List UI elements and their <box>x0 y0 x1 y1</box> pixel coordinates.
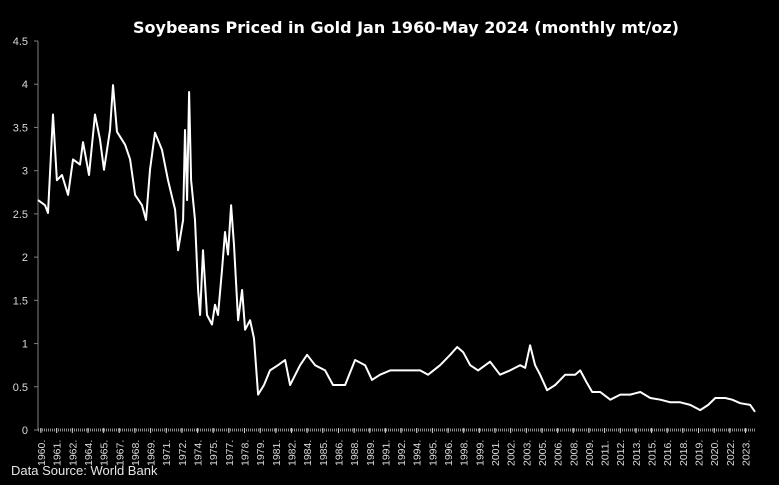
x-tick-label: 2008. <box>568 440 580 466</box>
y-tick-label: 4.5 <box>13 36 28 48</box>
y-tick-label: 0 <box>22 425 28 437</box>
x-tick-label: 1964. <box>83 440 95 466</box>
x-tick-label: 2006. <box>553 440 565 466</box>
x-tick-label: 1974. <box>193 440 205 466</box>
x-tick-label: 2012. <box>615 440 627 466</box>
x-tick-label: 1995. <box>427 440 439 466</box>
x-tick-label: 1985. <box>318 440 330 466</box>
x-tick-label: 2003. <box>521 440 533 466</box>
x-tick-label: 1981. <box>271 440 283 466</box>
data-source-note: Data Source: World Bank <box>11 463 158 478</box>
x-tick-label: 2022. <box>725 440 737 466</box>
x-tick-label: 2016. <box>662 440 674 466</box>
x-tick-label: 1960. <box>36 440 48 466</box>
x-tick-label: 1991. <box>380 440 392 466</box>
x-tick-label: 2019. <box>694 440 706 466</box>
x-tick-label: 1977. <box>224 440 236 466</box>
x-tick-label: 1988. <box>349 440 361 466</box>
x-tick-label: 1986. <box>333 440 345 466</box>
x-tick-label: 2015. <box>647 440 659 466</box>
x-tick-label: 2013. <box>631 440 643 466</box>
x-tick-label: 1971. <box>161 440 173 466</box>
x-tick-label: 2023. <box>740 440 752 466</box>
x-tick-label: 1992. <box>396 440 408 466</box>
x-tick-label: 1965. <box>99 440 111 466</box>
x-tick-label: 1969. <box>146 440 158 466</box>
x-tick-label: 1984. <box>302 440 314 466</box>
y-tick-label: 3.5 <box>13 122 28 134</box>
y-axis: 0 0.5 1 1.5 2 2.5 3 3.5 4 4.5 <box>13 36 39 437</box>
x-tick-label: 2002. <box>506 440 518 466</box>
x-tick-label: 1972. <box>177 440 189 466</box>
x-tick-label: 2011. <box>600 441 612 467</box>
y-tick-label: 2.5 <box>13 209 28 221</box>
y-tick-label: 3 <box>22 166 28 178</box>
x-tick-label: 1982. <box>286 440 298 466</box>
y-tick-label: 0.5 <box>13 382 28 394</box>
x-tick-label: 1962. <box>67 440 79 466</box>
x-tick-label: 1996. <box>443 440 455 466</box>
y-tick-label: 4 <box>22 79 28 91</box>
chart-title: Soybeans Priced in Gold Jan 1960-May 202… <box>133 18 679 37</box>
y-tick-label: 1 <box>22 339 28 351</box>
x-tick-label: 1961. <box>52 440 64 466</box>
x-tick-label: 1979. <box>255 440 267 466</box>
x-tick-label: 1978. <box>240 440 252 466</box>
x-tick-label: 2001. <box>490 440 502 466</box>
x-tick-label: 2005. <box>537 440 549 466</box>
x-tick-label: 1998. <box>459 440 471 466</box>
x-tick-label: 2009. <box>584 440 596 466</box>
x-tick-label: 1967. <box>114 440 126 466</box>
x-tick-label: 1968. <box>130 440 142 466</box>
x-tick-label: 1975. <box>208 440 220 466</box>
x-tick-label: 1999. <box>474 440 486 466</box>
y-tick-label: 2 <box>22 252 28 264</box>
x-tick-label: 2018. <box>678 440 690 466</box>
series-line <box>37 84 756 413</box>
x-tick-label: 1994. <box>412 440 424 466</box>
x-tick-label: 2020. <box>709 440 721 466</box>
x-tick-label: 1989. <box>365 440 377 466</box>
y-tick-label: 1.5 <box>13 295 28 307</box>
x-axis: 1960. 1961. 1962. 1964. 1965. 1967. 1968. 1969.… <box>36 428 755 466</box>
